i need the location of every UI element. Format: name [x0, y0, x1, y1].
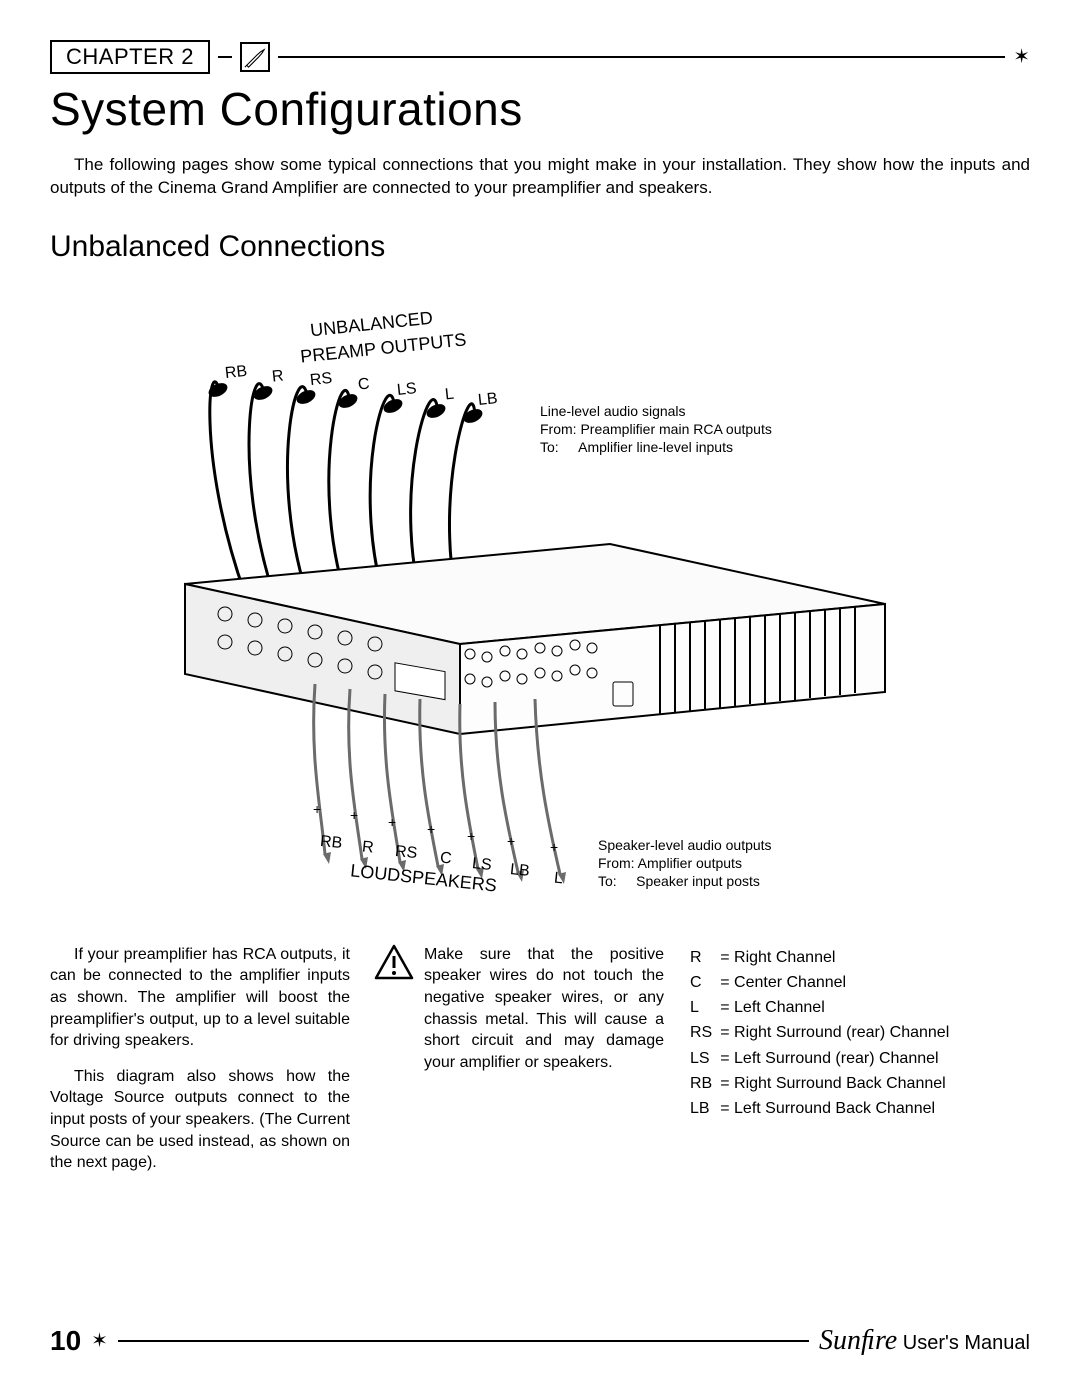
bot-label-ls: LS — [471, 855, 492, 875]
svg-text:+: + — [350, 807, 358, 823]
svg-text:+: + — [507, 833, 515, 849]
left-p1: If your preampliﬁer has RCA outputs, it … — [50, 946, 350, 1049]
legend-row: RS= Right Surround (rear) Channel — [690, 1021, 955, 1044]
side-bot-l1: Speaker-level audio outputs — [598, 836, 772, 854]
legend-row: RB= Right Surround Back Channel — [690, 1072, 955, 1095]
intro-text: The following pages show some typical co… — [50, 155, 1030, 197]
legend-row: LS= Left Surround (rear) Channel — [690, 1047, 955, 1070]
side-top-l2: From: Preampliﬁer main RCA outputs — [540, 420, 772, 438]
legend-row: C= Center Channel — [690, 971, 955, 994]
warning-icon — [374, 944, 414, 980]
feather-icon — [240, 42, 270, 72]
bot-label-l: L — [553, 869, 564, 888]
legend-row: R= Right Channel — [690, 946, 955, 969]
header-dash — [218, 56, 232, 58]
svg-text:+: + — [313, 801, 321, 817]
column-left: If your preampliﬁer has RCA outputs, it … — [50, 944, 350, 1188]
side-bot-l3: To: Speaker input posts — [598, 872, 772, 890]
brand-block: Sunﬁre User's Manual — [819, 1325, 1030, 1357]
star-icon: ✶ — [1013, 47, 1030, 67]
legend-row: LB= Left Surround Back Channel — [690, 1097, 955, 1120]
section-title: Unbalanced Connections — [50, 230, 1030, 264]
bot-label-lb: LB — [509, 861, 530, 881]
side-bot-l2: From: Ampliﬁer outputs — [598, 854, 772, 872]
column-middle: Make sure that the positive speaker wire… — [374, 944, 664, 1188]
connection-diagram: UNBALANCED PREAMP OUTPUTS RB R RS C LS L… — [50, 284, 1030, 924]
footer-rule — [118, 1340, 809, 1342]
page-footer: 10 ✶ Sunﬁre User's Manual — [50, 1325, 1030, 1357]
chapter-header: CHAPTER 2 ✶ — [50, 40, 1030, 74]
left-p2: This diagram also shows how the Voltage … — [50, 1068, 350, 1171]
bot-label-rb: RB — [319, 833, 343, 853]
warning-text: Make sure that the positive speaker wire… — [424, 946, 664, 1071]
brand-name: Sunﬁre — [819, 1325, 897, 1356]
svg-text:+: + — [550, 839, 558, 855]
header-rule — [278, 56, 1005, 58]
svg-text:+: + — [388, 814, 396, 830]
svg-text:+: + — [467, 828, 475, 844]
legend-row: L= Left Channel — [690, 996, 955, 1019]
side-top-l3: To: Ampliﬁer line-level inputs — [540, 438, 772, 456]
bot-label-r: R — [361, 838, 374, 857]
bot-label-rs: RS — [394, 843, 418, 863]
manual-label: User's Manual — [897, 1332, 1030, 1354]
intro-paragraph: The following pages show some typical co… — [50, 154, 1030, 200]
amp-svg: + + + + + + + — [50, 284, 1030, 924]
chapter-label: CHAPTER 2 — [50, 40, 210, 74]
side-text-top: Line-level audio signals From: Preampliﬁ… — [540, 402, 772, 457]
side-top-l1: Line-level audio signals — [540, 402, 772, 420]
page-title: System Conﬁgurations — [50, 82, 1030, 136]
footer-star-icon: ✶ — [91, 1331, 108, 1351]
channel-legend: R= Right Channel C= Center Channel L= Le… — [688, 944, 957, 1122]
text-columns: If your preampliﬁer has RCA outputs, it … — [50, 944, 1030, 1188]
column-right: R= Right Channel C= Center Channel L= Le… — [688, 944, 1030, 1188]
side-text-bottom: Speaker-level audio outputs From: Ampliﬁ… — [598, 836, 772, 891]
svg-text:+: + — [427, 821, 435, 837]
page-number: 10 — [50, 1325, 81, 1357]
bot-label-c: C — [439, 849, 452, 868]
